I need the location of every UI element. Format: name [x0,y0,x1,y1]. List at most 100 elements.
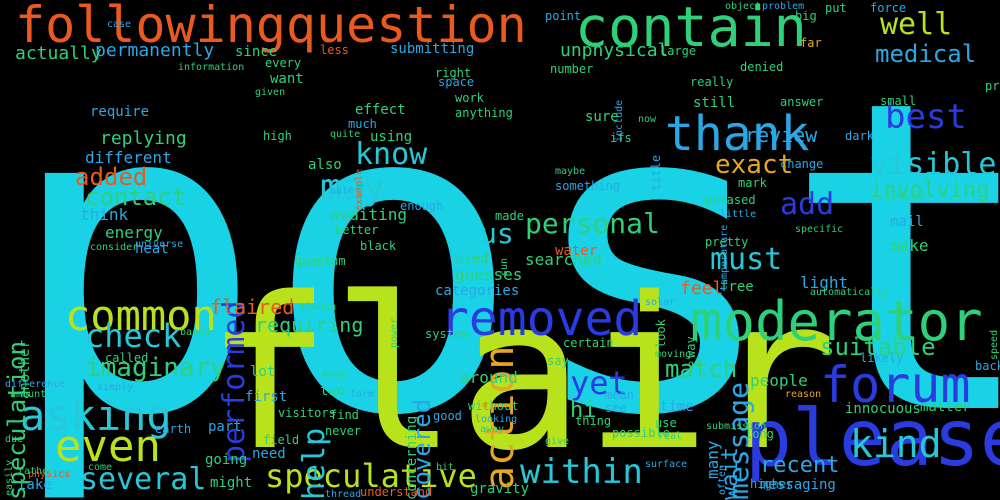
cloud-word: different [85,148,172,167]
cloud-word: make [890,236,929,255]
cloud-word: enough [400,199,444,213]
cloud-word: real [658,431,683,442]
cloud-word: automatically [810,287,889,298]
cloud-word: temperature [719,224,730,291]
cloud-word: amount [10,389,47,400]
cloud-word: small [880,94,917,108]
cloud-word: first [245,389,288,405]
cloud-word: see [605,401,627,415]
cloud-word: back [975,359,1000,373]
cloud-word: followingquestion [15,0,527,54]
cloud-word: able [330,186,355,197]
cloud-word: better [335,223,379,237]
cloud-word: quite [330,129,361,140]
cloud-word: medical [875,40,977,68]
cloud-word: mean [605,388,634,402]
cloud-word: due [5,434,24,445]
cloud-word: kind [850,422,942,466]
cloud-word: mark [738,176,767,190]
cloud-word: may [320,167,386,208]
cloud-word: never [325,424,362,438]
cloud-word: us [480,217,514,250]
cloud-word: maybe [555,166,586,177]
cloud-word: come [88,462,113,473]
cloud-word: personal [525,207,660,240]
cloud-word: lot [250,364,276,380]
cloud-word: removed [440,291,643,347]
cloud-word: go [688,359,701,370]
cloud-word: title [649,154,663,191]
cloud-word: every [265,56,302,70]
cloud-word: forum [820,356,971,414]
cloud-word: submitting [390,41,475,57]
cloud-word: surface [645,459,688,470]
cloud-word: awaiting [330,205,408,224]
cloud-word: matter [920,399,971,415]
cloud-word: gravity [470,481,530,497]
cloud-word: universe [135,239,184,250]
cloud-word: looking [475,414,518,425]
cloud-word: want [270,71,304,87]
cloud-word: force [870,1,907,15]
cloud-word: please [745,394,1000,484]
cloud-word: denied [740,60,784,74]
cloud-word: innocuous [845,401,921,417]
cloud-word: hi [570,398,597,423]
cloud-word: sure [585,109,619,125]
cloud-word: really [690,75,734,89]
cloud-word: added [75,163,148,191]
cloud-word: match [665,355,738,383]
cloud-word: information [178,62,245,73]
cloud-word: number [550,62,594,76]
cloud-word: might [210,475,253,491]
cloud-word: yet [570,364,628,402]
cloud-word: replying [100,128,187,149]
cloud-word: far [800,36,822,50]
cloud-word: easily [4,459,15,496]
cloud-word: light [800,273,849,292]
cloud-word: visitors [278,406,336,420]
cloud-word: object [725,1,762,12]
cloud-word: specific [795,224,844,235]
cloud-word: mail [890,214,924,230]
cloud-word: simply [97,382,134,393]
cloud-word: thank [665,106,810,162]
cloud-word: contain [575,0,807,59]
cloud-word: rather [18,466,55,477]
cloud-word: look [654,319,668,348]
cloud-word: still [693,95,736,111]
cloud-word: must [710,242,783,277]
cloud-word: common [65,291,217,340]
cloud-word: phrased [705,193,756,207]
cloud-word: take [18,477,52,493]
cloud-word: flaired [210,295,295,319]
cloud-word: large [660,44,697,58]
cloud-word: need [252,446,286,462]
cloud-word: even [55,421,161,472]
cloud-word: something [555,179,621,193]
cloud-word: consider [90,242,139,253]
cloud-word: visible [870,147,997,182]
cloud-word: without [468,399,519,413]
cloud-word: possible [612,426,670,440]
cloud-word: require [90,104,150,120]
cloud-word: post [5,10,1000,500]
cloud-word: feel [680,278,724,299]
cloud-word: suitable [820,333,936,361]
cloud-word: likely [860,351,904,365]
cloud-word: power [389,317,400,348]
cloud-word: give [545,436,570,447]
cloud-word: submission [706,421,767,432]
cloud-word: away [480,424,505,435]
cloud-word: less [320,43,349,57]
cloud-word: long [745,427,774,441]
cloud-word: move [322,369,347,380]
cloud-word: know [355,137,428,172]
cloud-word: add [780,187,835,222]
cloud-word: reason [785,389,822,400]
cloud-word: water [555,243,598,259]
cloud-word: now [638,114,657,125]
cloud-word: unphysical [560,40,669,61]
cloud-word: called [105,351,149,365]
